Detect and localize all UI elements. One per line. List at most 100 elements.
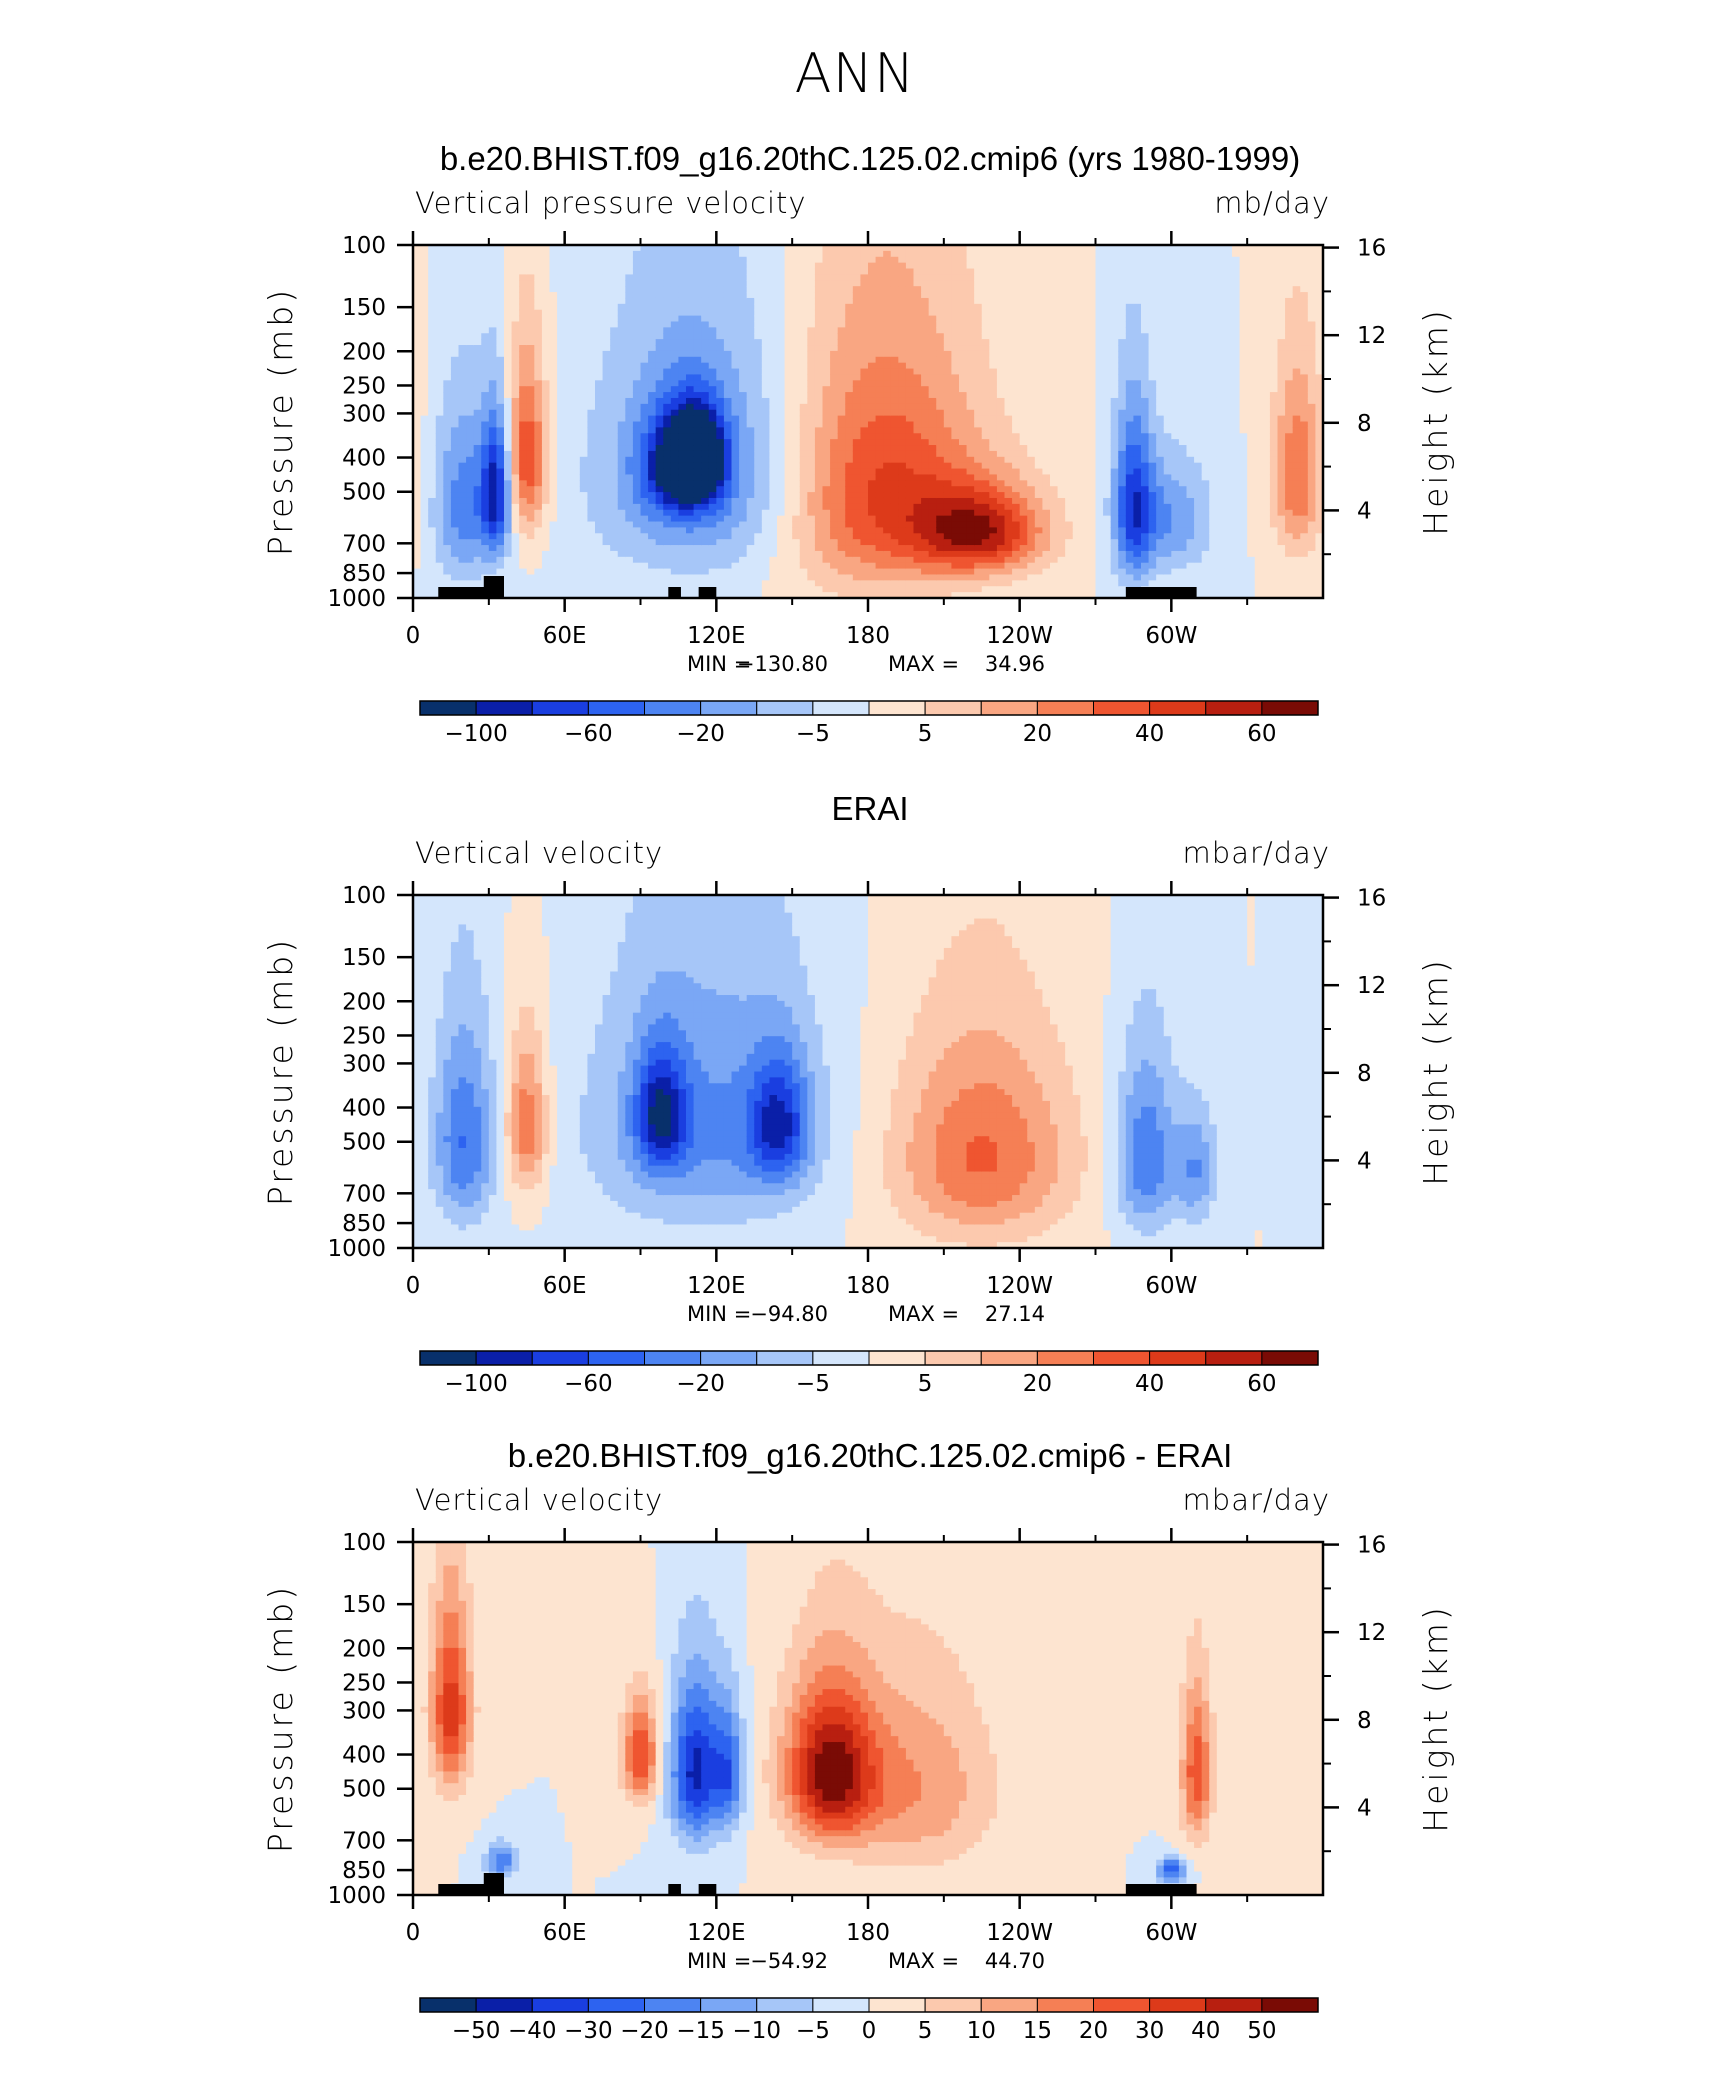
heatmap-cell: [534, 462, 543, 470]
heatmap-cell: [413, 368, 422, 376]
heatmap-cell: [632, 397, 642, 405]
heatmap-cell: [905, 533, 915, 540]
heatmap-cell: [670, 415, 680, 423]
heatmap-cell: [898, 297, 907, 305]
heatmap-cell: [617, 468, 626, 476]
heatmap-cell: [458, 439, 467, 446]
heatmap-cell: [663, 327, 672, 334]
heatmap-cell: [890, 521, 899, 528]
heatmap-cell: [670, 303, 680, 311]
heatmap-cell: [549, 556, 558, 564]
heatmap-cell: [632, 439, 642, 446]
heatmap-cell: [966, 450, 975, 458]
heatmap-cell: [966, 356, 975, 364]
heatmap-cell: [420, 462, 429, 470]
heatmap-cell: [769, 515, 778, 523]
heatmap-cell: [655, 533, 664, 540]
heatmap-cell: [943, 462, 953, 470]
heatmap-cell: [928, 403, 937, 411]
heatmap-cell: [777, 562, 786, 570]
heatmap-cell: [974, 433, 983, 440]
heatmap-cell: [587, 533, 596, 540]
heatmap-cell: [754, 415, 763, 423]
heatmap-cell: [951, 292, 960, 299]
heatmap-cell: [830, 297, 839, 305]
heatmap-cell: [883, 586, 892, 593]
heatmap-cell: [564, 415, 573, 423]
heatmap-cell: [905, 380, 915, 387]
heatmap-cell: [981, 433, 990, 440]
heatmap-cell: [488, 409, 498, 417]
heatmap-cell: [837, 486, 846, 493]
heatmap-cell: [845, 462, 854, 470]
heatmap-cell: [443, 374, 452, 381]
heatmap-cell: [458, 521, 467, 528]
heatmap-cell: [989, 245, 998, 252]
heatmap-cell: [496, 292, 505, 299]
heatmap-cell: [951, 303, 960, 311]
heatmap-cell: [777, 315, 786, 323]
heatmap-cell: [784, 527, 793, 534]
heatmap-cell: [481, 339, 490, 346]
heatmap-cell: [860, 533, 869, 540]
heatmap-cell: [761, 433, 771, 440]
heatmap-cell: [481, 474, 490, 481]
heatmap-cell: [511, 556, 520, 564]
heatmap-cell: [534, 292, 543, 299]
heatmap-cell: [663, 274, 672, 281]
heatmap-cell: [890, 556, 899, 564]
heatmap-cell: [526, 450, 535, 458]
heatmap-cell: [921, 245, 930, 252]
heatmap-cell: [504, 450, 513, 458]
heatmap-cell: [784, 515, 793, 523]
heatmap-cell: [822, 592, 831, 599]
heatmap-cell: [784, 286, 793, 293]
heatmap-cell: [875, 433, 884, 440]
heatmap-cell: [428, 327, 437, 334]
heatmap-cell: [921, 386, 930, 393]
heatmap-cell: [1019, 339, 1028, 346]
heatmap-cell: [837, 568, 846, 576]
heatmap-cell: [504, 497, 513, 505]
heatmap-cell: [564, 492, 573, 499]
heatmap-cell: [655, 433, 664, 440]
heatmap-cell: [625, 462, 634, 470]
heatmap-cell: [610, 262, 619, 270]
heatmap-cell: [959, 362, 968, 370]
heatmap-cell: [488, 568, 498, 576]
heatmap-cell: [845, 386, 854, 393]
heatmap-cell: [921, 439, 930, 446]
heatmap-cell: [814, 392, 824, 399]
heatmap-cell: [496, 545, 505, 552]
heatmap-cell: [511, 439, 520, 446]
heatmap-cell: [951, 256, 960, 264]
heatmap-cell: [579, 556, 589, 564]
heatmap-cell: [784, 427, 793, 434]
heatmap-cell: [632, 462, 642, 470]
heatmap-cell: [868, 274, 877, 281]
heatmap-cell: [572, 533, 581, 540]
heatmap-cell: [640, 392, 649, 399]
heatmap-cell: [883, 415, 892, 423]
heatmap-cell: [640, 456, 649, 464]
heatmap-cell: [564, 497, 573, 505]
heatmap-cell: [564, 262, 573, 270]
heatmap-cell: [557, 592, 566, 599]
heatmap-cell: [784, 480, 793, 487]
heatmap-cell: [526, 292, 535, 299]
heatmap-cell: [996, 297, 1006, 305]
heatmap-cell: [557, 327, 566, 334]
heatmap-cell: [996, 497, 1006, 505]
heatmap-cell: [928, 409, 937, 417]
heatmap-cell: [496, 309, 505, 317]
heatmap-cell: [587, 450, 596, 458]
heatmap-cell: [799, 345, 808, 352]
heatmap-cell: [981, 362, 990, 370]
heatmap-cell: [1019, 486, 1028, 493]
heatmap-cell: [739, 497, 748, 505]
heatmap-cell: [830, 386, 839, 393]
heatmap-cell: [708, 462, 717, 470]
heatmap-cell: [784, 374, 793, 381]
heatmap-cell: [443, 474, 452, 481]
heatmap-cell: [511, 539, 520, 546]
